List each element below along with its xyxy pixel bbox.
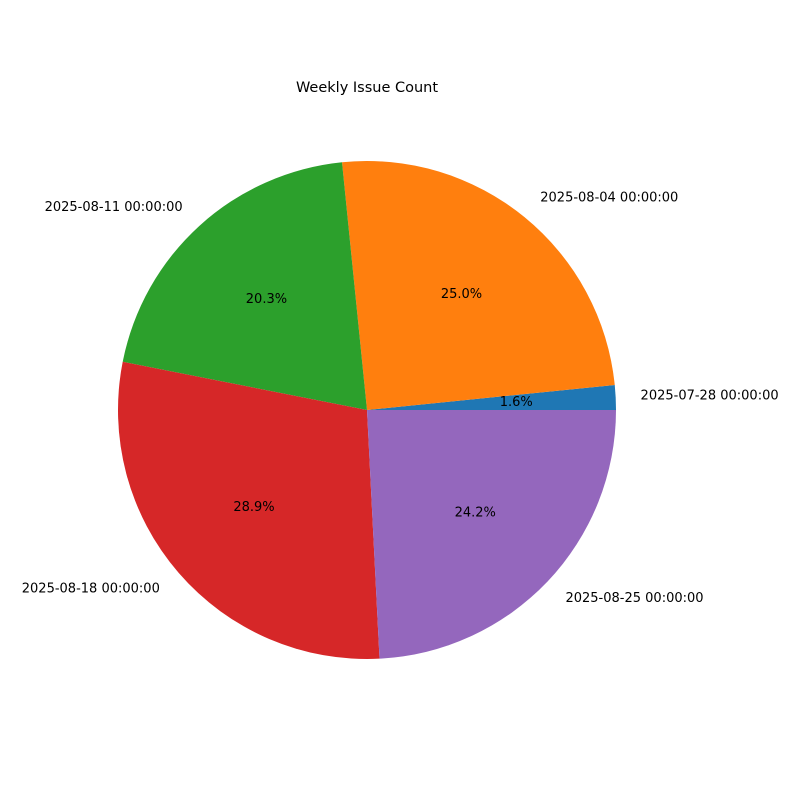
- chart-title: Weekly Issue Count: [296, 80, 438, 96]
- slice-category-label-3: 2025-08-11 00:00:00: [45, 200, 183, 215]
- pie-slice-2: [342, 160, 615, 410]
- slice-percent-label-4: 28.9%: [233, 500, 274, 515]
- pie-slice-1: [367, 385, 616, 410]
- slice-percent-label-1: 1.6%: [500, 395, 533, 410]
- slice-percent-label-3: 20.3%: [246, 292, 287, 307]
- pie-slice-5: [367, 410, 616, 659]
- slice-percent-label-2: 25.0%: [441, 287, 482, 302]
- slice-category-label-4: 2025-08-18 00:00:00: [22, 582, 160, 597]
- slice-category-label-5: 2025-08-25 00:00:00: [565, 591, 703, 606]
- slice-category-label-1: 2025-07-28 00:00:00: [641, 389, 779, 404]
- pie-labels: 2025-07-28 00:00:00 1.6% 2025-08-04 00:00:…: [22, 190, 779, 606]
- pie-slice-3: [122, 162, 367, 410]
- slice-percent-label-5: 24.2%: [455, 505, 496, 520]
- slice-category-label-2: 2025-08-04 00:00:00: [540, 190, 678, 205]
- pie-slices: [118, 160, 616, 659]
- pie-slice-4: [118, 361, 380, 659]
